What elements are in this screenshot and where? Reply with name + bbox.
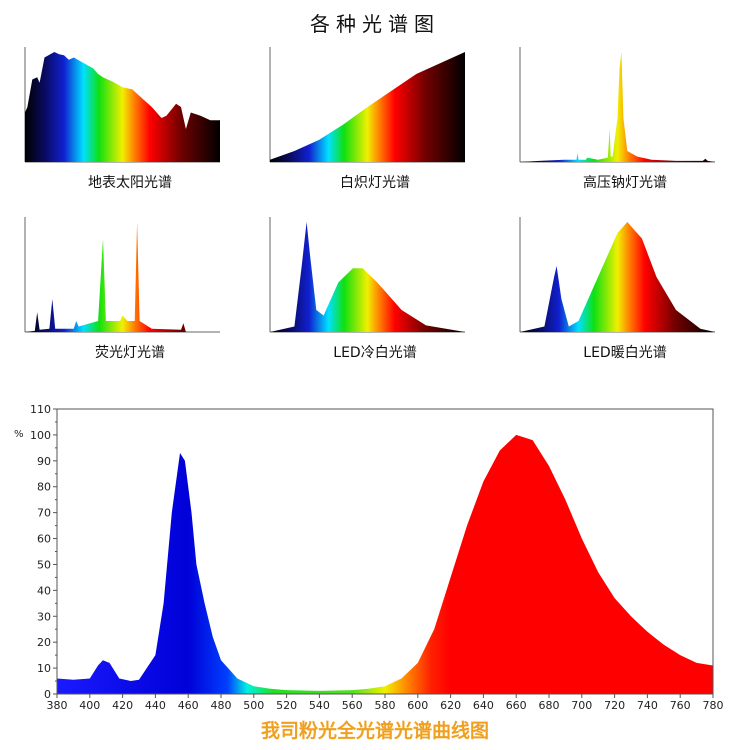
y-tick-label: 10 (37, 662, 51, 675)
x-tick-label: 620 (440, 699, 461, 712)
spectrum-area (270, 52, 465, 162)
x-tick-label: 380 (47, 699, 68, 712)
y-tick-label: 110 (30, 403, 51, 416)
x-tick-label: 700 (571, 699, 592, 712)
mini-chart-title: 地表太阳光谱 (88, 175, 172, 191)
mini-chart-svg (24, 47, 220, 163)
x-tick-label: 400 (79, 699, 100, 712)
x-tick-label: 560 (342, 699, 363, 712)
spectrum-area (520, 222, 715, 332)
y-tick-label: 40 (37, 584, 51, 597)
mini-chart-svg (269, 47, 465, 163)
x-tick-label: 740 (637, 699, 658, 712)
mini-chart-title: LED冷白光谱 (333, 345, 417, 361)
main-spectrum-chart: 0 10 20 30 40 50 60 70 80 90 100 110 380 400 420 440 460… (14, 403, 724, 712)
mini-chart-led-cool: LED冷白光谱 (265, 212, 485, 361)
x-tick-label: 460 (178, 699, 199, 712)
mini-chart-title: 高压钠灯光谱 (583, 175, 667, 191)
y-tick-label: 70 (37, 507, 51, 520)
x-tick-label: 480 (211, 699, 232, 712)
y-tick-label: 90 (37, 455, 51, 468)
mini-chart-title: 荧光灯光谱 (95, 345, 165, 361)
mini-chart-svg (519, 47, 715, 163)
y-tick-label: 50 (37, 558, 51, 571)
mini-chart-fluorescent: 荧光灯光谱 (20, 212, 240, 361)
mini-chart-title: 白炽灯光谱 (340, 175, 410, 191)
y-tick-label: 30 (37, 610, 51, 623)
x-tick-label: 600 (407, 699, 428, 712)
x-tick-label: 780 (703, 699, 724, 712)
spectrum-area (57, 434, 713, 694)
mini-chart-title: LED暖白光谱 (583, 345, 667, 361)
spectrum-area (520, 52, 715, 162)
x-tick-label: 440 (145, 699, 166, 712)
y-tick-label: 20 (37, 636, 51, 649)
mini-chart-incandescent: 白炽灯光谱 (265, 42, 485, 191)
mini-chart-led-warm: LED暖白光谱 (515, 212, 735, 361)
mini-chart-svg (269, 217, 465, 333)
x-tick-label: 520 (276, 699, 297, 712)
mini-chart-sunlight: 地表太阳光谱 (20, 42, 240, 191)
x-tick-label: 720 (604, 699, 625, 712)
x-tick-label: 680 (539, 699, 560, 712)
x-tick-label: 540 (309, 699, 330, 712)
x-tick-label: 500 (243, 699, 264, 712)
x-tick-label: 760 (670, 699, 691, 712)
mini-chart-hps: 高压钠灯光谱 (515, 42, 735, 191)
y-tick-label: 80 (37, 481, 51, 494)
page-title: 各种光谱图 (310, 12, 440, 36)
spectrum-area (25, 52, 220, 162)
mini-chart-svg (24, 217, 220, 333)
x-tick-label: 660 (506, 699, 527, 712)
x-tick-label: 640 (473, 699, 494, 712)
y-tick-label: 60 (37, 533, 51, 546)
x-tick-label: 420 (112, 699, 133, 712)
spectrum-area (25, 222, 220, 332)
spectrum-area (270, 222, 465, 332)
y-tick-label: 0 (44, 688, 51, 701)
x-tick-label: 580 (375, 699, 396, 712)
y-tick-label: 100 (30, 429, 51, 442)
y-axis-label: % (14, 429, 24, 440)
mini-chart-svg (519, 217, 715, 333)
main-chart-title: 我司粉光全光谱光谱曲线图 (260, 720, 489, 742)
